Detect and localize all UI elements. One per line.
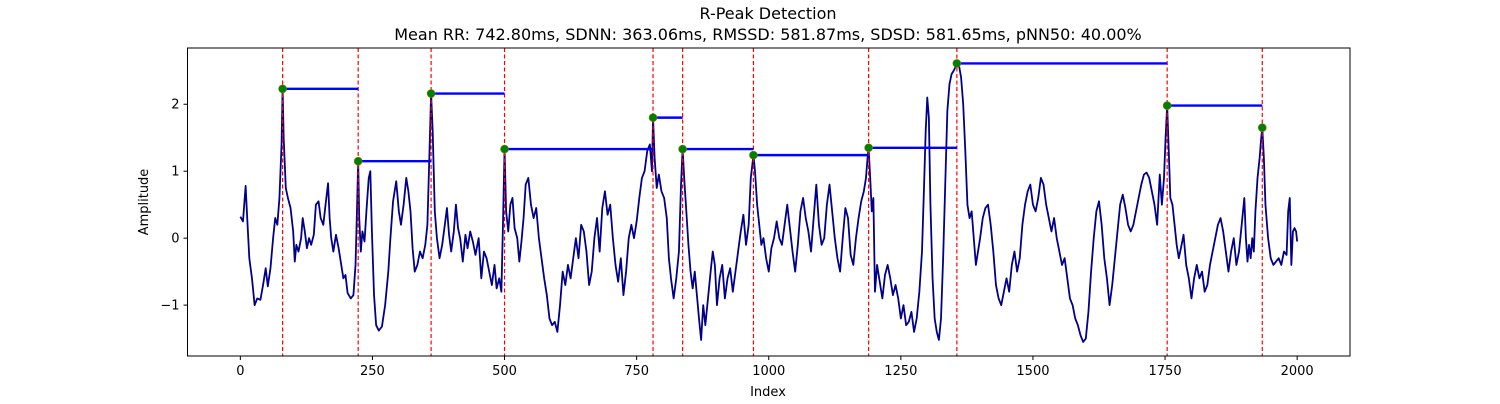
r-peak-point-4: [648, 113, 658, 122]
chart-title: R-Peak Detection: [699, 4, 836, 23]
y-axis: −1 0 1 2: [160, 98, 188, 314]
r-peak-point-8: [952, 59, 962, 68]
r-peak-point-3: [500, 144, 509, 154]
x-tick-label: 1500: [1016, 364, 1049, 379]
x-tick-label: 1750: [1149, 364, 1182, 379]
r-peak-point-10: [1257, 123, 1267, 132]
r-peak-point-7: [864, 143, 873, 153]
r-peak-point-0: [278, 84, 287, 94]
x-tick-label: 500: [492, 364, 517, 379]
ecg-signal-line: [239, 62, 1299, 343]
r-peak-point-1: [353, 156, 363, 166]
y-tick-label: 2: [171, 98, 179, 113]
y-tick-label: 1: [171, 165, 179, 180]
x-tick-label: 750: [624, 364, 649, 379]
r-peak-point-9: [1162, 101, 1172, 110]
plot-area: [239, 48, 1299, 356]
x-tick-label: 2000: [1281, 364, 1314, 379]
axes-frame: [187, 47, 1351, 357]
x-tick-label: 0: [236, 364, 244, 379]
r-peak-point-6: [749, 150, 758, 160]
x-tick-label: 1000: [752, 364, 785, 379]
x-axis: 0 250 500 750 1000 1250 1500 1750 2000: [236, 356, 1314, 379]
r-peak-point-5: [678, 144, 687, 154]
x-axis-label: Index: [750, 385, 786, 400]
y-tick-label: 0: [171, 232, 179, 247]
r-peak-point-2: [426, 89, 436, 98]
chart-subtitle: Mean RR: 742.80ms, SDNN: 363.06ms, RMSSD…: [394, 25, 1142, 44]
x-tick-label: 1250: [884, 364, 917, 379]
x-tick-label: 250: [360, 364, 385, 379]
y-axis-label: Amplitude: [137, 169, 152, 236]
y-tick-label: −1: [160, 299, 179, 314]
